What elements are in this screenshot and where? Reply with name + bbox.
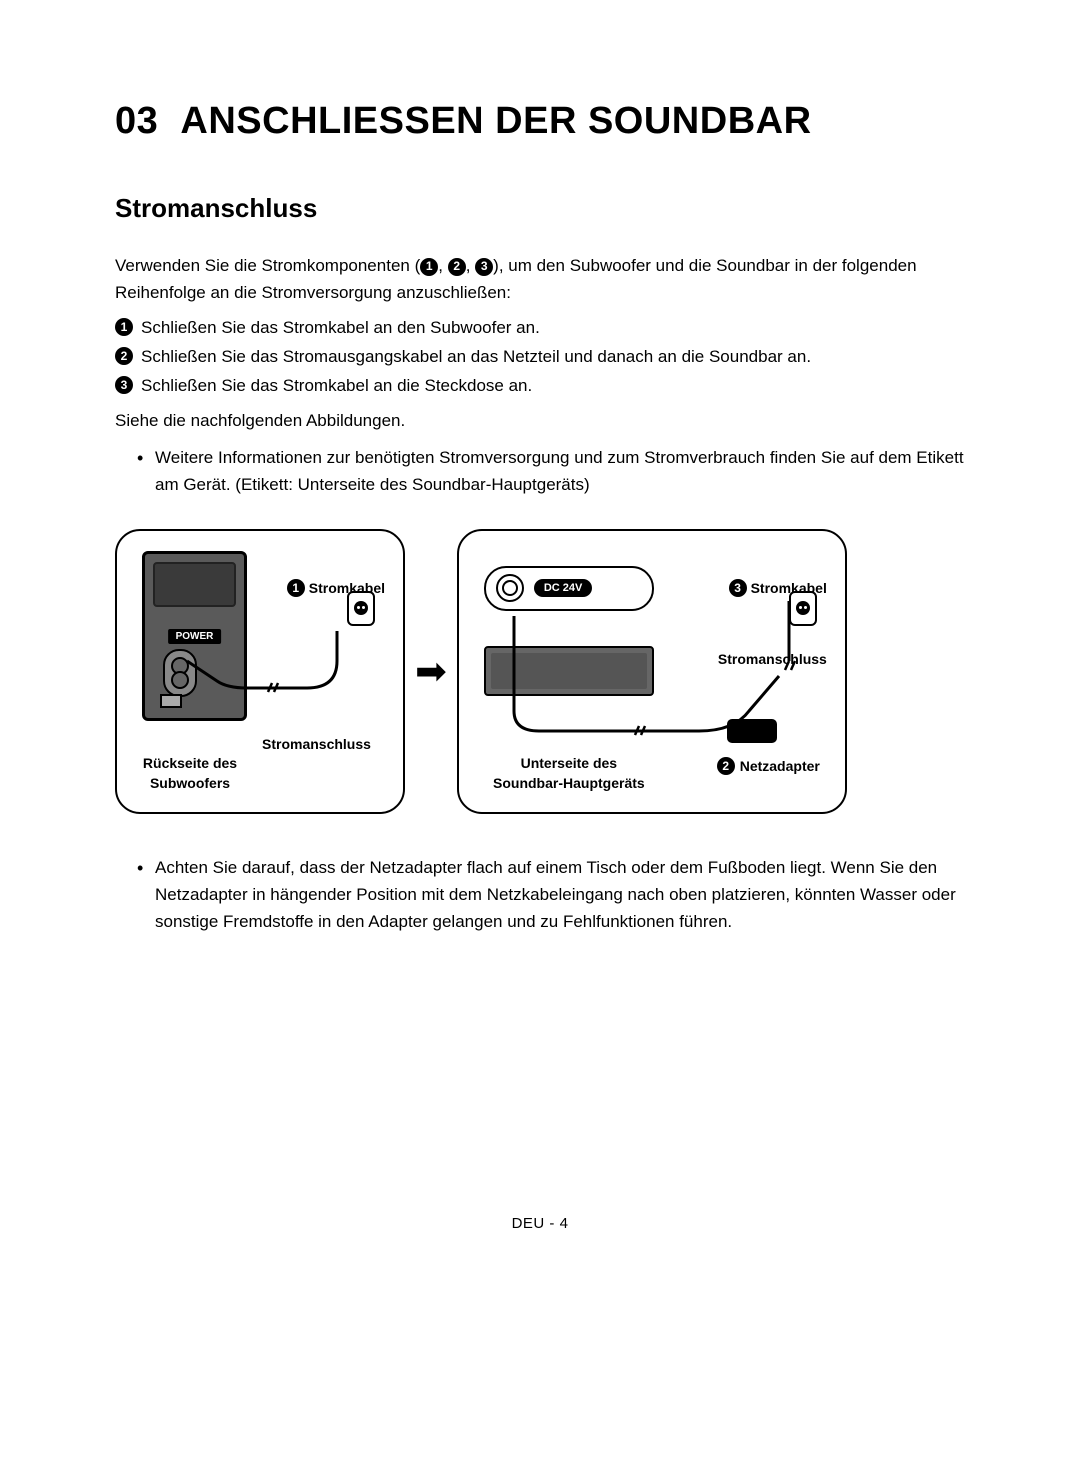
section-title: 03 ANSCHLIESSEN DER SOUNDBAR: [115, 100, 965, 143]
section-number: 03: [115, 100, 158, 142]
subwoofer-panel: [153, 562, 236, 607]
cable-illustration: [489, 591, 819, 771]
note-item: Weitere Informationen zur benötigten Str…: [137, 444, 965, 498]
circled-3-icon: 3: [729, 579, 747, 597]
label-stromanschluss-left: Stromanschluss: [262, 736, 371, 752]
cable-illustration: [172, 626, 382, 746]
circled-2-icon: 2: [115, 347, 133, 365]
section-title-text: ANSCHLIESSEN DER SOUNDBAR: [180, 100, 811, 142]
circled-3-icon: 3: [115, 376, 133, 394]
step-item-3: 3 Schließen Sie das Stromkabel an die St…: [115, 372, 965, 401]
note-list-1: Weitere Informationen zur benötigten Str…: [115, 444, 965, 498]
plug-face-icon: [796, 601, 810, 615]
step-item-1: 1 Schließen Sie das Stromkabel an den Su…: [115, 314, 965, 343]
see-below-text: Siehe die nachfolgenden Abbildungen.: [115, 407, 965, 434]
diagram-subwoofer: POWER 1 Stromkabel Rückseite des Subwoof…: [115, 529, 405, 814]
subsection-title: Stromanschluss: [115, 193, 965, 224]
label-stromkabel-3: 3 Stromkabel: [729, 579, 827, 597]
circled-2-icon: 2: [448, 258, 466, 276]
step-text: Schließen Sie das Stromkabel an die Stec…: [141, 372, 532, 401]
diagram-row: POWER 1 Stromkabel Rückseite des Subwoof…: [115, 529, 965, 814]
diagram-soundbar: DC 24V 3 Stromkabel Stromanschluss Unter…: [457, 529, 847, 814]
circled-1-icon: 1: [420, 258, 438, 276]
page-footer: DEU - 4: [115, 1215, 965, 1232]
label-soundbar-underside: Unterseite des Soundbar-Hauptgeräts: [484, 754, 654, 793]
circled-1-icon: 1: [115, 318, 133, 336]
step-text: Schließen Sie das Stromausgangskabel an …: [141, 343, 811, 372]
step-text: Schließen Sie das Stromkabel an den Subw…: [141, 314, 540, 343]
intro-text: Verwenden Sie die Stromkomponenten (1, 2…: [115, 252, 965, 306]
step-item-2: 2 Schließen Sie das Stromausgangskabel a…: [115, 343, 965, 372]
label-netzadapter: 2 Netzadapter: [717, 757, 820, 775]
circled-3-icon: 3: [475, 258, 493, 276]
label-stromanschluss-right: Stromanschluss: [718, 651, 827, 667]
label-stromkabel-1: 1 Stromkabel: [287, 579, 385, 597]
arrow-right-icon: ➡: [415, 649, 447, 694]
note-item: Achten Sie darauf, dass der Netzadapter …: [137, 854, 965, 936]
circled-1-icon: 1: [287, 579, 305, 597]
label-subwoofer-back: Rückseite des Subwoofers: [135, 754, 245, 793]
step-list: 1 Schließen Sie das Stromkabel an den Su…: [115, 314, 965, 401]
note-list-2: Achten Sie darauf, dass der Netzadapter …: [115, 854, 965, 936]
circled-2-icon: 2: [717, 757, 735, 775]
plug-face-icon: [354, 601, 368, 615]
